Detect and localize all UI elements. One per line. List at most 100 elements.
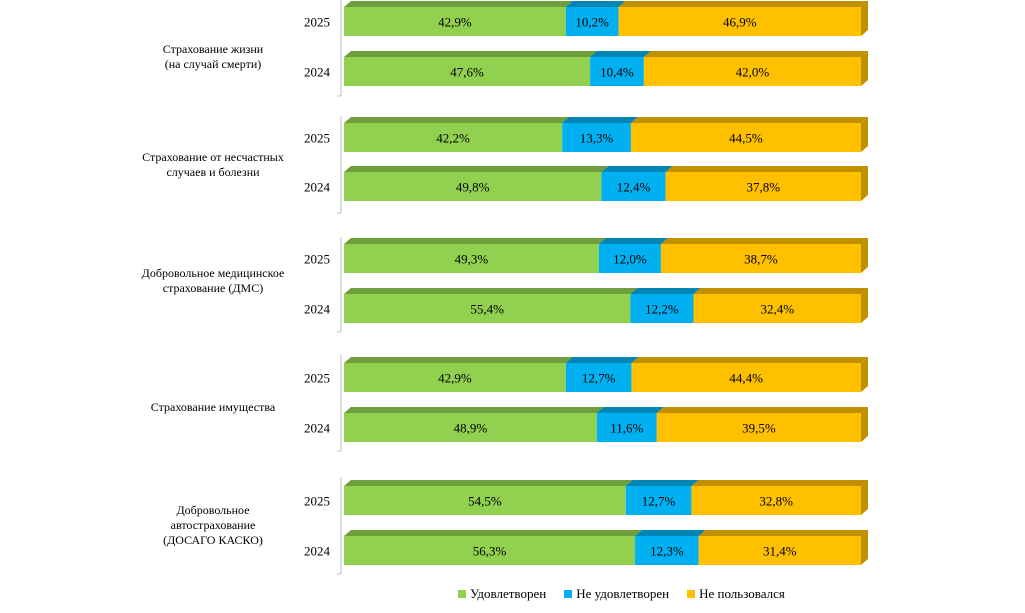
bar-2-2024-not-satisfied [630, 294, 694, 323]
bar-3-2025-satisfied-label: 42,9% [438, 371, 472, 386]
bar-3-2025-not-satisfied [565, 363, 632, 392]
bar-1-2024-not-used-top [665, 166, 868, 172]
bar-0-2025-satisfied-top [344, 1, 573, 7]
bar-1-2024-not-used [665, 172, 861, 201]
bar-2-2025-satisfied [344, 244, 599, 273]
bar-2-2024-not-used-label: 32,4% [760, 302, 794, 317]
bar-4-2025-not-satisfied-label: 12,7% [642, 494, 676, 509]
bar-0-2025-not-satisfied-top [565, 1, 626, 7]
legend-swatch-not-satisfied [564, 590, 573, 598]
bar-0-2025-satisfied-label: 42,9% [438, 15, 472, 30]
bar-4-2025-not-used-side [861, 480, 868, 515]
bar-0-2024-not-used-label: 42,0% [736, 65, 770, 80]
bar-0-2024-not-satisfied-label: 10,4% [600, 65, 634, 80]
category-label-3-line-0: Страхование имущества [150, 400, 276, 414]
legend-swatch-not-used [687, 590, 696, 598]
bar-0-2024-not-used-side [861, 51, 868, 86]
legend-swatch-satisfied [458, 590, 466, 598]
bar-2-2025-not-satisfied-top [598, 238, 668, 244]
category-label-4-line-0: Добровольное [176, 503, 250, 517]
bar-0-2024-not-used-top [643, 51, 868, 57]
category-label-2-line-1: страхование (ДМС) [162, 281, 264, 295]
legend-label-not-used: Не пользовался [699, 586, 785, 601]
bar-3-2025-not-used-top [631, 357, 868, 363]
year-label-0-2024: 2024 [304, 65, 331, 80]
bar-2-2025-not-used-top [660, 238, 868, 244]
category-label-1: Страхование от несчастных случаев и болез… [130, 150, 296, 180]
bar-0-2024-satisfied-top [344, 51, 598, 57]
bar-4-2025-not-used-label: 32,8% [759, 494, 793, 509]
bar-3-2025-not-satisfied-top [565, 357, 639, 363]
category-label-4: Добровольное автострахование (ДОСАГО КАСКО… [130, 503, 296, 548]
bar-1-2025-satisfied-label: 42,2% [436, 131, 470, 146]
bar-1-2024-not-satisfied-label: 12,4% [617, 180, 651, 195]
bar-2-2025-not-used-side [861, 238, 868, 273]
year-label-3-2025: 2025 [304, 371, 330, 386]
category-label-2-line-0: Добровольное медицинское [141, 266, 285, 280]
category-label-4-line-1: автострахование [170, 518, 256, 532]
legend-item-satisfied: Удовлетворен [458, 586, 546, 602]
bar-4-2024-not-used-top [698, 530, 868, 536]
category-label-2: Добровольное медицинское страхование (ДМС… [130, 266, 296, 296]
category-label-0-line-0: Страхование жизни [162, 42, 264, 56]
bar-3-2025-not-used-label: 44,4% [729, 371, 763, 386]
bar-2-2025-not-satisfied-label: 12,0% [613, 252, 647, 267]
legend-label-not-satisfied: Не удовлетворен [576, 586, 670, 601]
bar-4-2024-satisfied-top [344, 530, 643, 536]
legend: Удовлетворен Не удовлетворен Не пользова… [458, 586, 803, 602]
bar-1-2024-not-satisfied [601, 172, 666, 201]
legend-item-not-satisfied: Не удовлетворен [564, 586, 669, 602]
bar-4-2025-satisfied-top [344, 480, 633, 486]
bar-2-2024-not-satisfied-label: 12,2% [645, 302, 679, 317]
bar-4-2024-not-satisfied-top [635, 530, 706, 536]
year-label-2-2024: 2024 [304, 302, 331, 317]
bar-3-2025-satisfied-top [344, 357, 573, 363]
bar-4-2024-not-used [698, 536, 861, 565]
bar-0-2024-not-satisfied-top [590, 51, 651, 57]
bar-4-2025-not-used [691, 486, 861, 515]
bar-0-2025-not-satisfied-label: 10,2% [575, 15, 609, 30]
year-label-4-2025: 2025 [304, 494, 330, 509]
bar-4-2024-not-used-side [861, 530, 868, 565]
category-label-4-line-2: (ДОСАГО КАСКО) [163, 533, 263, 547]
bar-0-2024-satisfied [344, 57, 591, 86]
bar-2-2025-not-used-label: 38,7% [744, 252, 778, 267]
bar-1-2025-satisfied [344, 123, 563, 152]
bar-3-2024-not-satisfied-label: 11,6% [610, 421, 643, 436]
bar-0-2024-not-used [643, 57, 861, 86]
category-label-1-line-1: случаев и болезни [166, 165, 260, 179]
bar-4-2025-satisfied [344, 486, 626, 515]
bar-3-2024-not-used-side [861, 407, 868, 442]
bar-2-2024-satisfied-label: 55,4% [470, 302, 504, 317]
bar-0-2025-not-used-side [861, 1, 868, 36]
bar-3-2024-satisfied-top [344, 407, 604, 413]
bar-1-2024-not-used-side [861, 166, 868, 201]
bar-0-2025-not-used [618, 7, 861, 36]
bar-0-2025-not-used-label: 46,9% [723, 15, 757, 30]
category-label-0-line-1: (на случай смерти) [164, 57, 262, 71]
bar-1-2025-not-satisfied-top [562, 117, 638, 123]
bar-2-2024-satisfied [344, 294, 631, 323]
bar-4-2024-not-satisfied [635, 536, 699, 565]
bar-0-2025-satisfied [344, 7, 566, 36]
bar-1-2024-satisfied-label: 49,8% [456, 180, 490, 195]
bar-3-2025-not-used [631, 363, 861, 392]
year-label-3-2024: 2024 [304, 421, 331, 436]
bar-4-2025-not-satisfied-top [625, 480, 699, 486]
bar-2-2024-not-used-side [861, 288, 868, 323]
bar-1-2025-not-used-label: 44,5% [729, 131, 763, 146]
bar-2-2024-satisfied-top [344, 288, 638, 294]
bar-2-2025-not-used [660, 244, 861, 273]
bar-3-2025-satisfied [344, 363, 566, 392]
year-label-1-2024: 2024 [304, 180, 331, 195]
bar-2-2024-not-used-top [693, 288, 868, 294]
category-label-3: Страхование имущества [130, 400, 296, 415]
bar-3-2024-not-satisfied [596, 413, 657, 442]
bar-2-2024-not-used [693, 294, 861, 323]
bar-0-2024-satisfied-label: 47,6% [450, 65, 484, 80]
bar-0-2025-not-satisfied [565, 7, 619, 36]
bar-1-2024-not-satisfied-top [601, 166, 673, 172]
bar-3-2024-not-used-top [656, 407, 868, 413]
bar-3-2024-satisfied [344, 413, 597, 442]
